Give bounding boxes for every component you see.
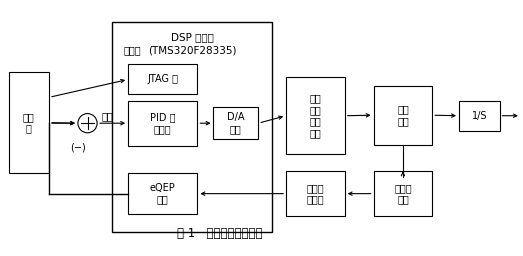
Text: 给定: 给定	[101, 111, 113, 121]
Bar	[459, 101, 499, 131]
Bar	[286, 171, 345, 216]
Bar	[286, 77, 345, 154]
Text: DSP 控制器: DSP 控制器	[170, 32, 213, 42]
Text: eQEP
模块: eQEP 模块	[150, 183, 176, 205]
Text: 外围接
口电路: 外围接 口电路	[306, 183, 324, 205]
Bar	[128, 65, 198, 94]
Bar	[373, 86, 433, 145]
Bar	[8, 72, 49, 173]
Text: 伺服
电机: 伺服 电机	[397, 104, 409, 126]
Text: PID 控
制算法: PID 控 制算法	[150, 112, 176, 134]
Text: 1/S: 1/S	[472, 111, 487, 121]
Bar	[128, 173, 198, 214]
Bar	[112, 22, 272, 232]
Text: 光电编
码器: 光电编 码器	[394, 183, 412, 205]
Bar	[213, 107, 258, 139]
Text: 上位
机: 上位 机	[23, 112, 35, 133]
Text: D/A
模块: D/A 模块	[227, 112, 245, 134]
Text: (−): (−)	[70, 143, 86, 153]
Text: 电平
转换
放大
电路: 电平 转换 放大 电路	[310, 93, 321, 138]
Text: (TMS320F28335): (TMS320F28335)	[148, 46, 236, 56]
Bar	[373, 171, 433, 216]
Text: 图 1   伺服系统结构框图: 图 1 伺服系统结构框图	[177, 227, 263, 240]
Bar	[128, 101, 198, 146]
Text: JTAG 口: JTAG 口	[147, 74, 178, 84]
Text: 仿真器: 仿真器	[124, 46, 141, 56]
